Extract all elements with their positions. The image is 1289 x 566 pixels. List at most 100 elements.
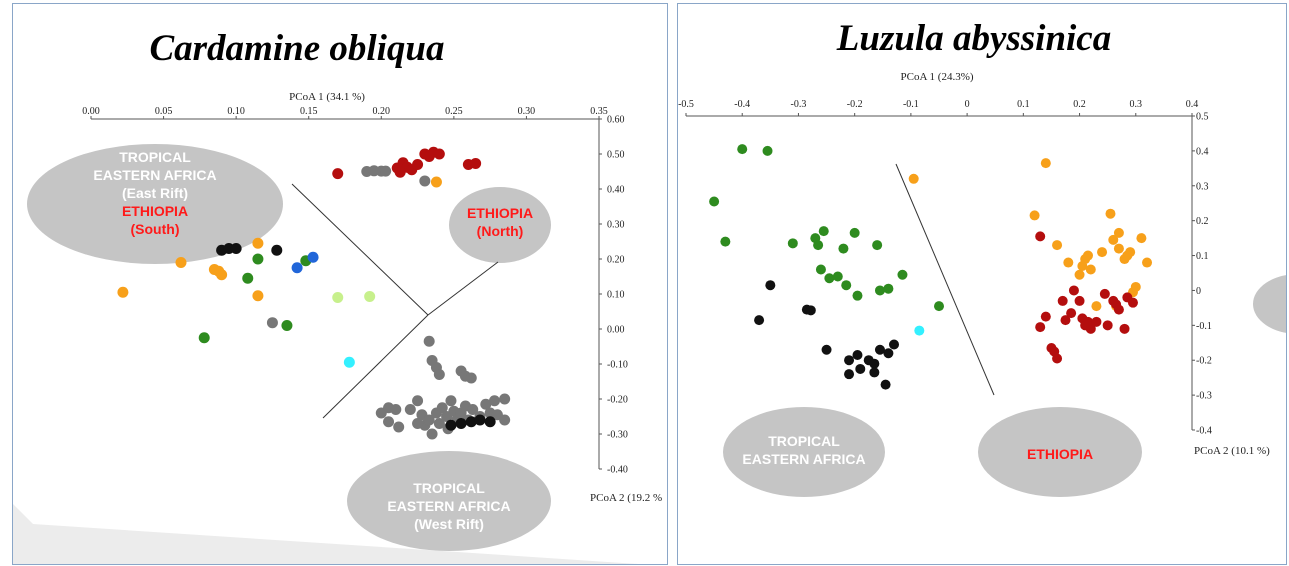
data-point-orange: [252, 237, 264, 249]
data-point-gray: [499, 393, 511, 405]
data-point-green: [813, 240, 824, 251]
data-point-black: [271, 244, 283, 256]
data-point-green: [252, 253, 264, 265]
data-point-orange: [1105, 208, 1116, 219]
data-point-orange: [1113, 243, 1124, 254]
data-point-orange: [908, 173, 919, 184]
x-tick-label: 0.10: [227, 106, 245, 117]
data-point-orange: [1130, 281, 1141, 292]
y-tick-label: 0: [1196, 286, 1201, 297]
y-tick-label: 0.3: [1196, 181, 1209, 192]
y-axis-label: PCoA 2 (10.1 %): [1194, 445, 1270, 457]
data-point-gray: [499, 414, 511, 426]
data-point-gray: [445, 395, 457, 407]
data-point-black: [869, 358, 880, 369]
data-point-orange: [175, 257, 187, 268]
data-point-darkred: [1119, 323, 1130, 334]
data-point-black: [844, 369, 855, 380]
y-tick-label: -0.3: [1196, 391, 1212, 402]
y-tick-label: 0.5: [1196, 112, 1209, 123]
group-label-red: (South): [131, 221, 180, 237]
data-point-darkred: [1099, 288, 1110, 299]
data-point-green: [841, 280, 852, 291]
data-point-darkred: [332, 168, 344, 180]
data-point-gray: [266, 317, 278, 329]
y-tick-label: -0.30: [607, 430, 628, 441]
data-point-black: [474, 414, 486, 426]
x-tick-label: 0.15: [300, 106, 318, 117]
data-point-black: [852, 349, 863, 360]
group-label: TROPICAL: [413, 480, 485, 496]
data-point-green: [281, 320, 293, 331]
data-point-black: [880, 379, 891, 390]
data-point-gray: [380, 165, 392, 177]
data-point-orange: [1113, 227, 1124, 238]
data-point-orange: [1063, 257, 1074, 268]
data-point-gray: [436, 402, 448, 414]
data-point-black: [869, 367, 880, 378]
data-point-black: [821, 344, 832, 355]
y-tick-label: 0.00: [607, 325, 625, 336]
data-point-orange: [1040, 158, 1051, 169]
group-label: (East Rift): [122, 185, 188, 201]
data-point-darkred: [1113, 304, 1124, 315]
data-point-cyan: [343, 356, 355, 368]
data-point-black: [805, 305, 816, 316]
data-point-darkred: [1052, 353, 1063, 364]
data-point-orange: [252, 290, 264, 302]
y-tick-label: 0.1: [1196, 251, 1209, 262]
data-point-gray: [412, 395, 424, 407]
y-tick-label: -0.4: [1196, 426, 1212, 437]
data-point-black: [874, 344, 885, 355]
data-point-gray: [423, 414, 435, 426]
data-point-darkred: [1127, 297, 1138, 308]
data-point-black: [844, 355, 855, 366]
data-point-gray: [419, 175, 431, 187]
data-point-green: [883, 283, 894, 294]
y-tick-label: -0.10: [607, 360, 628, 371]
scatter-points: [117, 146, 511, 440]
data-point-lightgreen: [364, 290, 376, 302]
data-point-black: [855, 363, 866, 374]
group-label: (West Rift): [414, 516, 484, 532]
x-tick-label: -0.4: [734, 99, 750, 110]
data-point-green: [720, 236, 731, 247]
group-ellipse: [723, 407, 885, 497]
axes: 0.00 0.05 0.10 0.15 0.20 0.25 0.30 0.350.60 0.50…: [82, 106, 628, 476]
data-point-orange: [1091, 301, 1102, 312]
x-tick-label: 0.4: [1186, 99, 1199, 110]
data-point-darkred: [1040, 311, 1051, 322]
chart-title: Luzula abyssinica: [836, 18, 1111, 59]
data-point-green: [934, 301, 944, 312]
data-point-green: [709, 196, 720, 207]
data-point-black: [455, 418, 467, 429]
data-point-black: [230, 243, 242, 254]
data-point-lightgreen: [332, 292, 344, 303]
gray-band: [13, 194, 639, 564]
data-point-darkred: [1102, 320, 1113, 331]
group-ellipse: [978, 407, 1142, 497]
data-point-gray: [383, 416, 395, 428]
x-tick-label: 0.25: [445, 106, 463, 117]
y-tick-label: 0.2: [1196, 216, 1209, 227]
x-tick-label: -0.2: [847, 99, 863, 110]
x-tick-label: 0.2: [1073, 99, 1086, 110]
data-point-black: [465, 416, 477, 428]
y-tick-label: 0.10: [607, 290, 625, 301]
data-point-gray: [480, 398, 492, 410]
y-tick-label: 0.30: [607, 220, 625, 231]
data-point-darkred: [394, 166, 406, 178]
data-point-black: [883, 348, 894, 359]
x-tick-label: -0.3: [791, 99, 807, 110]
data-point-green: [198, 332, 210, 344]
y-tick-label: 0.60: [607, 115, 625, 126]
x-tick-label: -0.1: [903, 99, 919, 110]
data-point-darkred: [1057, 295, 1068, 306]
data-point-gray: [488, 395, 500, 407]
data-point-darkred: [1060, 315, 1071, 326]
data-point-green: [874, 285, 885, 296]
axes: -0.5 -0.4 -0.3 -0.2 -0.1 0 0.1 0.2 0.3 0.4 0.5 0.4 0…: [678, 99, 1212, 437]
data-point-orange: [1082, 250, 1093, 261]
data-point-darkred: [412, 159, 424, 170]
data-point-green: [818, 226, 829, 237]
